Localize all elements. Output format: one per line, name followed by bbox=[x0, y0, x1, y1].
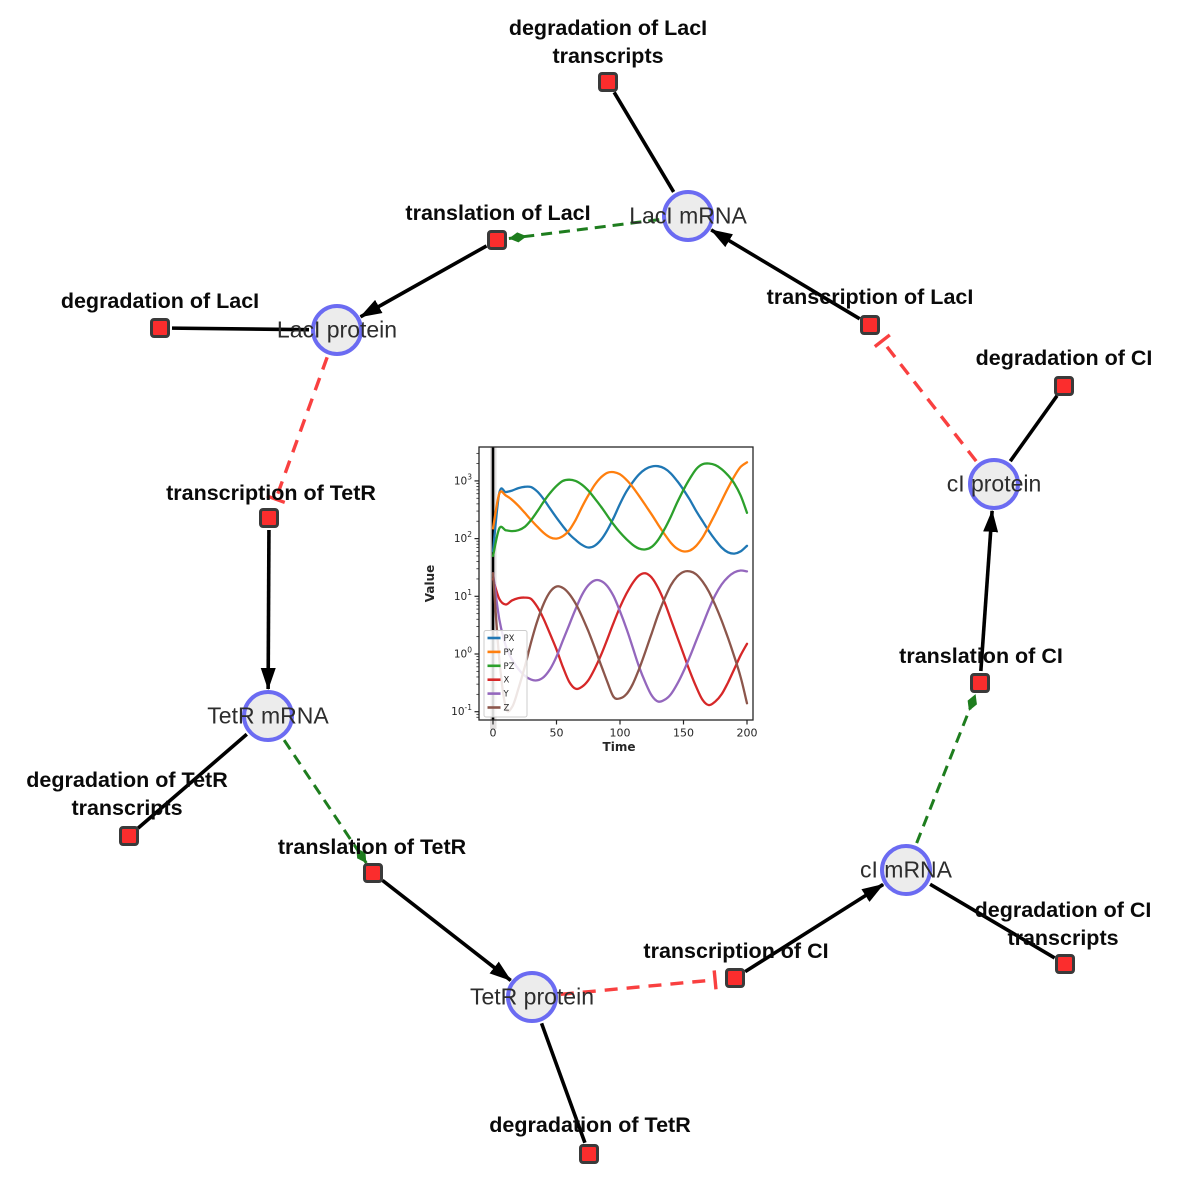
edge-reactant-TetR_protein-deg_TetR bbox=[539, 1022, 587, 1144]
reaction-node-deg_LacI_tx[interactable] bbox=[598, 72, 618, 92]
legend-label-PX: PX bbox=[504, 634, 515, 644]
species-label-LacI_mRNA: LacI mRNA bbox=[629, 202, 747, 229]
species-node-cI_protein[interactable] bbox=[968, 458, 1020, 510]
legend: PX PY PZ XYZ bbox=[483, 630, 528, 718]
reaction-label-transl_CI: translation of CI bbox=[899, 644, 1063, 668]
reaction-label-deg_CI: degradation of CI bbox=[975, 346, 1153, 370]
x-axis-label: Time bbox=[603, 740, 636, 754]
reaction-label-deg_TetR: degradation of TetR bbox=[489, 1113, 691, 1137]
x-tick-label: 50 bbox=[550, 727, 564, 740]
plot-frame bbox=[478, 446, 754, 721]
series-PX bbox=[491, 464, 749, 555]
species-label-TetR_mRNA: TetR mRNA bbox=[207, 702, 329, 729]
reaction-node-transl_TetR[interactable] bbox=[363, 863, 383, 883]
legend-label-PZ: PZ bbox=[504, 662, 515, 672]
edge-modifier-cI_mRNA-transl_CI bbox=[915, 693, 977, 844]
edge-modifier-TetR_mRNA-transl_TetR bbox=[282, 739, 368, 864]
reaction-node-deg_CI_tx[interactable] bbox=[1055, 954, 1075, 974]
reaction-label-deg_LacI_tx: degradation of LacI transcripts bbox=[508, 16, 708, 68]
reaction-node-deg_LacI[interactable] bbox=[150, 318, 170, 338]
species-label-cI_mRNA: cI mRNA bbox=[860, 856, 952, 883]
legend-label-Z: Z bbox=[504, 704, 510, 714]
reaction-node-transcr_TetR[interactable] bbox=[259, 508, 279, 528]
reaction-node-deg_CI[interactable] bbox=[1054, 376, 1074, 396]
x-tick-label: 100 bbox=[610, 727, 631, 740]
edge-reactant-LacI_mRNA-deg_LacI_tx bbox=[612, 91, 676, 193]
reaction-label-transl_TetR: translation of TetR bbox=[277, 835, 467, 859]
series-PZ bbox=[491, 462, 749, 558]
series-Y bbox=[491, 569, 749, 703]
edge-reactant-TetR_mRNA-deg_TetR_tx bbox=[136, 732, 248, 830]
reaction-label-deg_LacI: degradation of LacI bbox=[60, 289, 260, 313]
series-PY bbox=[491, 461, 749, 553]
species-node-TetR_mRNA[interactable] bbox=[242, 690, 294, 742]
y-tick-label: 101 bbox=[454, 588, 472, 603]
edge-reactant-LacI_protein-deg_LacI bbox=[171, 326, 310, 332]
edge-modifier-LacI_mRNA-transl_LacI bbox=[508, 218, 660, 243]
edge-inhibition-TetR_protein-transcr_CI bbox=[560, 970, 718, 996]
reaction-label-transl_LacI: translation of LacI bbox=[405, 201, 591, 225]
reaction-node-deg_TetR[interactable] bbox=[579, 1144, 599, 1164]
edge-product-transl_CI-cI_protein bbox=[979, 509, 999, 672]
y-tick-label: 102 bbox=[454, 530, 472, 545]
reaction-node-transl_LacI[interactable] bbox=[487, 230, 507, 250]
reaction-node-transl_CI[interactable] bbox=[970, 673, 990, 693]
series-X bbox=[491, 572, 749, 707]
edge-inhibition-cI_protein-transcr_LacI bbox=[873, 333, 978, 463]
edge-reactant-cI_protein-deg_CI bbox=[1008, 394, 1059, 463]
edge-product-transl_TetR-TetR_protein bbox=[381, 878, 512, 982]
species-label-TetR_protein: TetR protein bbox=[469, 983, 595, 1010]
x-tick-label: 200 bbox=[737, 727, 758, 740]
y-axis-label: Value bbox=[423, 565, 437, 603]
reaction-node-transcr_CI[interactable] bbox=[725, 968, 745, 988]
reaction-node-transcr_LacI[interactable] bbox=[860, 315, 880, 335]
species-node-cI_mRNA[interactable] bbox=[880, 844, 932, 896]
edge-inhibition-LacI_protein-transcr_TetR bbox=[266, 356, 329, 505]
species-node-LacI_protein[interactable] bbox=[311, 304, 363, 356]
legend-label-X: X bbox=[504, 676, 510, 686]
species-node-TetR_protein[interactable] bbox=[506, 971, 558, 1023]
edge-product-transcr_CI-cI_mRNA bbox=[744, 882, 885, 974]
reaction-label-transcr_TetR: transcription of TetR bbox=[166, 481, 376, 505]
reaction-label-transcr_LacI: transcription of LacI bbox=[766, 285, 974, 309]
species-label-LacI_protein: LacI protein bbox=[276, 316, 398, 343]
series-Z bbox=[491, 569, 749, 713]
edge-product-transcr_LacI-LacI_mRNA bbox=[710, 228, 861, 321]
edge-product-transcr_TetR-TetR_mRNA bbox=[260, 529, 276, 691]
timecourse-chart-svg: 0 50 100 150 20010-1100101102103TimeValuePXP… bbox=[423, 446, 758, 754]
y-tick-label: 103 bbox=[454, 472, 472, 487]
timecourse-plot: 0 50 100 150 200 10-1 100 101 102 103 Time Value PX P… bbox=[420, 438, 776, 760]
x-tick-label: 0 bbox=[490, 727, 497, 740]
reaction-label-deg_TetR_tx: degradation of TetR transcripts bbox=[26, 768, 228, 820]
y-tick-label: 100 bbox=[454, 646, 472, 661]
legend-label-Y: Y bbox=[503, 690, 510, 700]
y-tick-label: 10-1 bbox=[451, 703, 472, 718]
reaction-label-deg_CI_tx: degradation of CI transcripts bbox=[974, 898, 1152, 950]
species-node-LacI_mRNA[interactable] bbox=[662, 190, 714, 242]
edge-product-transl_LacI-LacI_protein bbox=[359, 244, 488, 319]
edge-reactant-cI_mRNA-deg_CI_tx bbox=[929, 882, 1056, 960]
x-tick-label: 150 bbox=[673, 727, 694, 740]
reaction-label-transcr_CI: transcription of CI bbox=[643, 939, 829, 963]
reaction-node-deg_TetR_tx[interactable] bbox=[119, 826, 139, 846]
legend-label-PY: PY bbox=[504, 648, 515, 658]
species-label-cI_protein: cI protein bbox=[946, 470, 1042, 497]
